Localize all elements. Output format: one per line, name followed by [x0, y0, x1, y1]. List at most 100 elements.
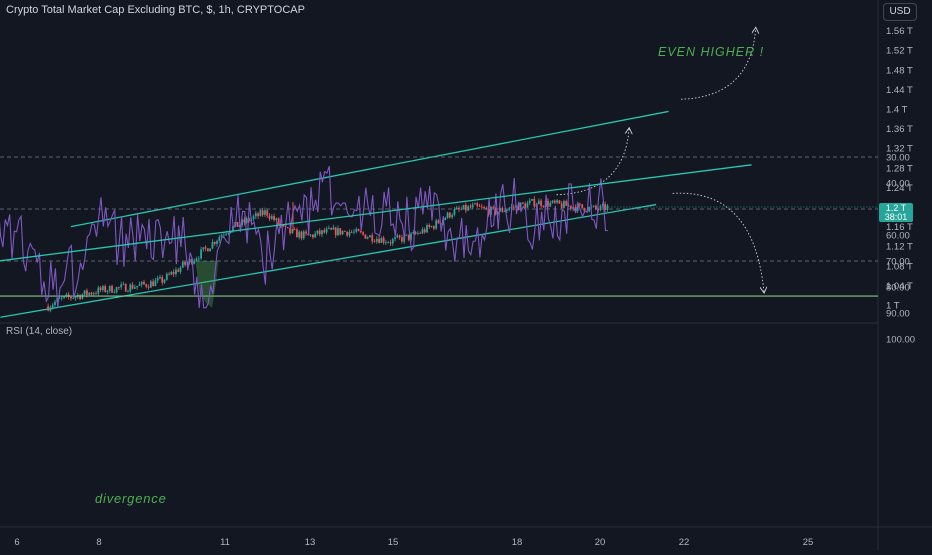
candle-body: [416, 232, 419, 234]
price-tick-label: 1.12 T: [886, 242, 913, 253]
candle-body: [243, 219, 246, 223]
time-tick-label: 25: [803, 537, 814, 548]
candle-body: [227, 232, 230, 234]
candle-body: [444, 218, 447, 220]
candle-body: [99, 287, 102, 291]
candle-body: [382, 237, 385, 243]
candle-body: [423, 229, 426, 233]
candle-body: [95, 293, 97, 295]
candle-body: [113, 292, 116, 294]
candle-body: [92, 293, 95, 295]
candle-body: [165, 273, 168, 280]
candle-body: [254, 213, 257, 217]
candle-body: [542, 206, 545, 207]
candle-body: [200, 249, 202, 259]
price-tick-label: 1.16 T: [886, 222, 913, 233]
candle-body: [156, 278, 159, 281]
candle-body: [202, 247, 205, 250]
candle-body: [70, 297, 72, 299]
price-tick-label: 1.24 T: [886, 183, 913, 194]
symbol-title: Crypto Total Market Cap Excluding BTC, $…: [6, 4, 305, 16]
candle-body: [348, 231, 351, 236]
price-tick-label: 1.32 T: [886, 144, 913, 155]
candle-body: [540, 200, 543, 207]
candle-body: [460, 209, 463, 210]
candle-body: [259, 210, 262, 217]
candle-body: [533, 198, 536, 207]
rsi-trendline: [0, 164, 752, 262]
candle-body: [197, 258, 200, 260]
candle-body: [517, 205, 520, 211]
candle-body: [49, 307, 52, 311]
candle-body: [211, 241, 214, 249]
candle-body: [213, 241, 216, 244]
candle-body: [547, 200, 549, 207]
candle-body: [321, 230, 323, 235]
candle-body: [289, 228, 291, 234]
divergence-annotation: divergence: [95, 491, 167, 506]
candle-body: [145, 284, 148, 287]
candle-body: [106, 290, 109, 292]
candle-body: [394, 237, 396, 240]
candle-body: [264, 210, 266, 215]
candle-body: [601, 204, 604, 206]
candle-body: [467, 206, 470, 211]
candle-body: [296, 229, 298, 238]
candle-body: [389, 242, 392, 244]
time-tick-label: 13: [305, 537, 316, 548]
candle-body: [79, 295, 81, 299]
price-tick-label: 1.36 T: [886, 124, 913, 135]
time-tick-label: 18: [512, 537, 523, 548]
candle-body: [323, 230, 326, 233]
candle-body: [396, 235, 399, 238]
candle-body: [161, 277, 164, 283]
candle-body: [339, 228, 342, 235]
candle-body: [524, 203, 527, 208]
candle-body: [405, 234, 408, 236]
candle-body: [521, 202, 524, 204]
candle-body: [63, 296, 66, 298]
candle-body: [526, 202, 529, 208]
candle-body: [343, 230, 346, 232]
candle-body: [152, 281, 155, 287]
time-tick-label: 20: [595, 537, 606, 548]
candle-body: [334, 227, 337, 236]
candle-body: [207, 248, 209, 252]
rsi-line: [0, 165, 608, 309]
candle-body: [90, 292, 93, 295]
price-tick-label: 1.28 T: [886, 163, 913, 174]
rsi-tick-label: 100.00: [886, 335, 915, 346]
candle-body: [496, 211, 499, 215]
candle-body: [104, 286, 107, 292]
candle-body: [193, 260, 196, 264]
candle-body: [501, 208, 504, 212]
candle-body: [111, 285, 113, 293]
candle-body: [455, 207, 458, 210]
candle-body: [54, 301, 56, 306]
candle-body: [401, 237, 403, 242]
even-higher-annotation: EVEN HIGHER !: [658, 45, 764, 59]
candle-body: [129, 284, 132, 292]
candle-body: [371, 235, 374, 242]
candle-body: [314, 233, 317, 238]
candle-body: [225, 233, 228, 235]
candle-body: [485, 207, 488, 209]
candle-body: [257, 213, 260, 217]
candle-body: [268, 215, 271, 219]
candle-body: [241, 219, 244, 226]
candle-body: [138, 284, 141, 287]
candle-body: [204, 247, 207, 249]
candle-body: [266, 210, 269, 216]
rsi-indicator-title[interactable]: RSI (14, close): [6, 326, 73, 337]
currency-button[interactable]: USD: [883, 3, 917, 21]
candle-body: [435, 220, 438, 229]
candle-body: [122, 283, 125, 285]
candle-body: [579, 203, 581, 205]
candle-body: [378, 238, 380, 243]
candle-body: [563, 201, 565, 208]
candle-body: [177, 269, 180, 272]
candle-body: [149, 281, 152, 288]
candle-body: [65, 294, 68, 297]
